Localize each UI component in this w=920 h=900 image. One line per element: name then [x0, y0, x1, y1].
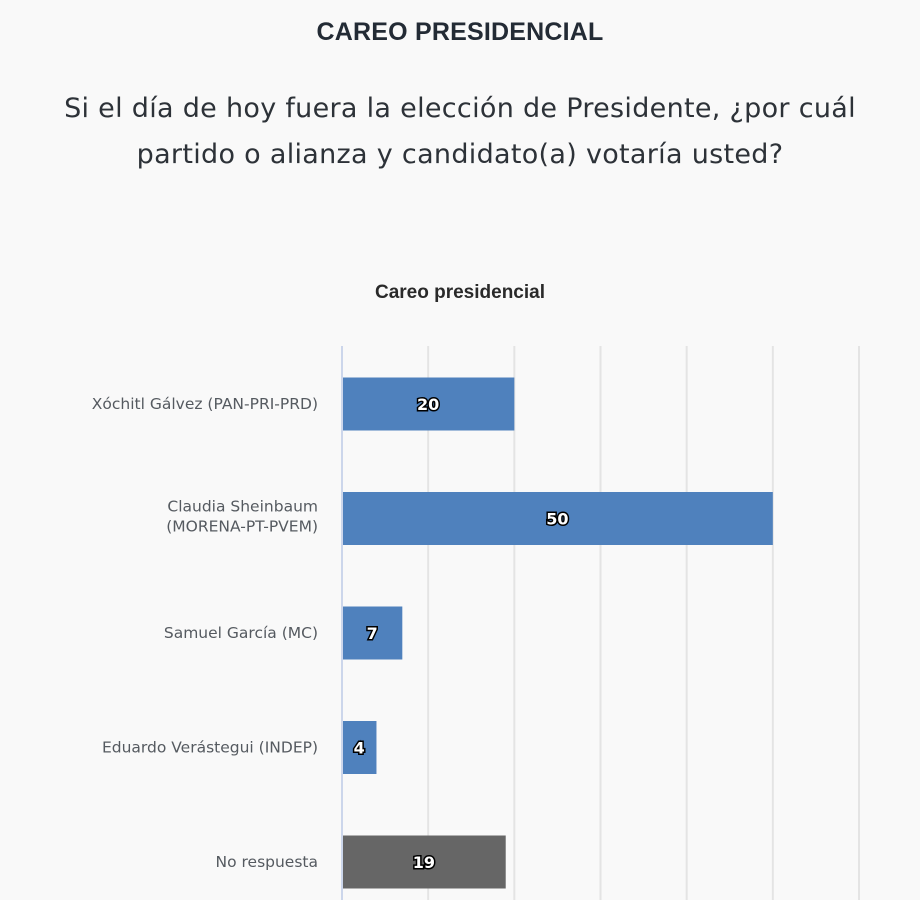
category-label: No respuesta — [216, 853, 319, 871]
category-label-line: Eduardo Verástegui (INDEP) — [102, 739, 318, 757]
data-label: 50 — [546, 510, 568, 529]
category-label-line: Xóchitl Gálvez (PAN-PRI-PRD) — [92, 395, 318, 413]
bar — [342, 377, 515, 431]
data-label: 19 — [413, 853, 435, 872]
category-label: Xóchitl Gálvez (PAN-PRI-PRD) — [92, 395, 318, 413]
chart-title: Careo presidencial — [374, 282, 546, 303]
page-title: CAREO PRESIDENCIAL — [316, 18, 604, 46]
data-label: 20 — [417, 395, 439, 414]
category-label-line: No respuesta — [216, 853, 319, 871]
data-label: 7 — [367, 624, 378, 643]
category-label-line: Samuel García (MC) — [164, 624, 318, 642]
category-label-line: (MORENA-PT-PVEM) — [166, 518, 318, 536]
category-label: Samuel García (MC) — [164, 624, 318, 642]
data-label: 4 — [354, 739, 365, 758]
category-label: Eduardo Verástegui (INDEP) — [102, 739, 318, 757]
category-label-line: Claudia Sheinbaum — [167, 498, 318, 516]
bar — [342, 721, 377, 774]
bar — [342, 606, 403, 660]
bar — [342, 492, 773, 545]
category-label: Claudia Sheinbaum (MORENA-PT-PVEM) — [166, 498, 318, 536]
bar — [342, 835, 506, 889]
survey-question: Si el día de hoy fuera la elección de Pr… — [64, 93, 856, 170]
